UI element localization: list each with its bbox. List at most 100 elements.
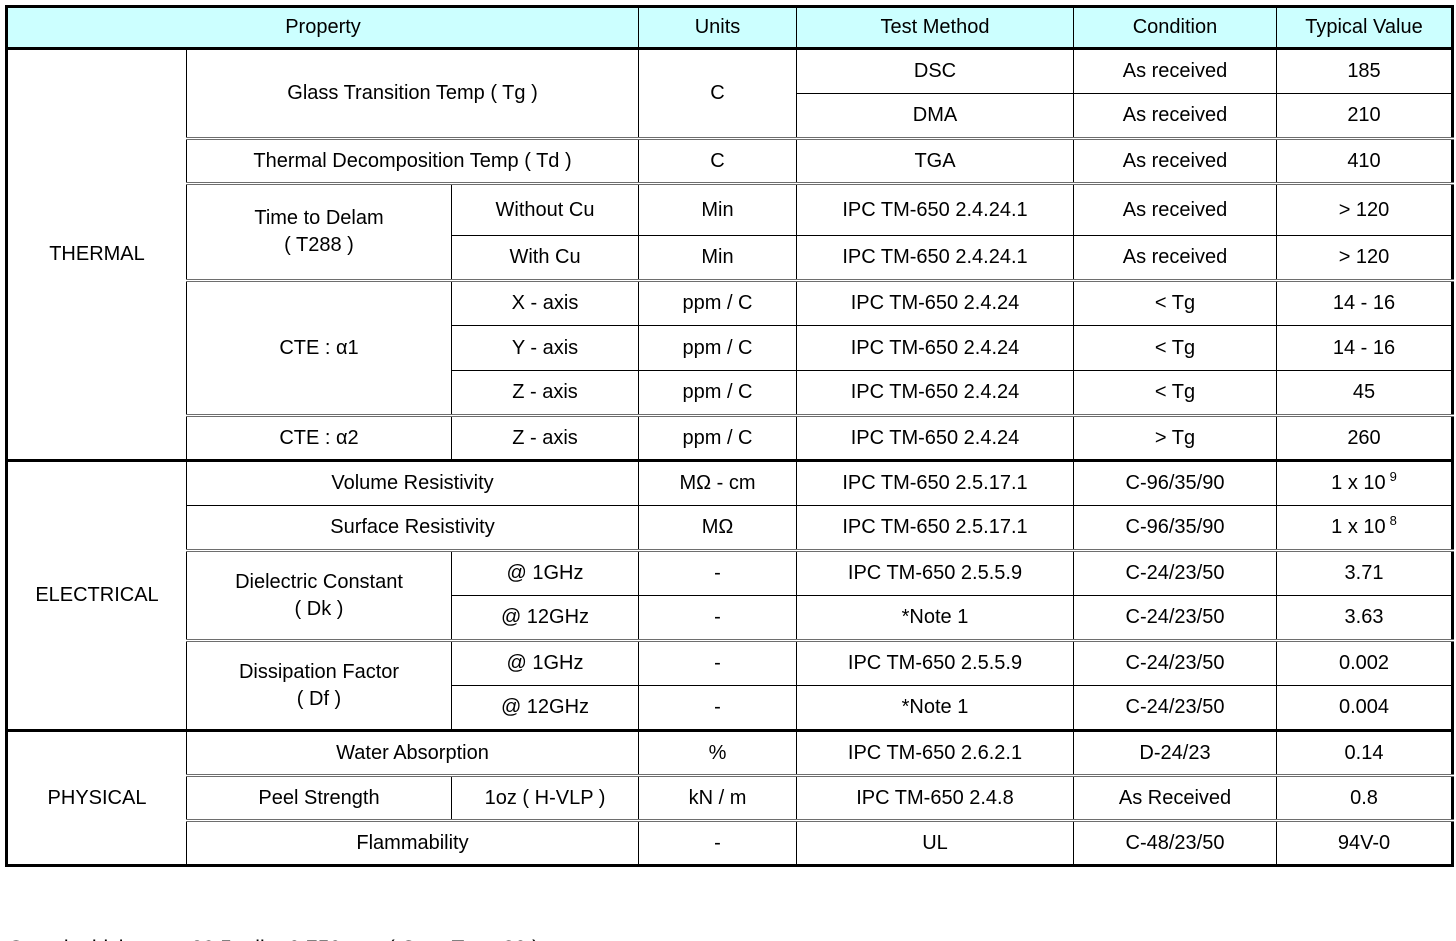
units-cell: ppm / C: [638, 370, 797, 416]
sub-cell: 1oz ( H-VLP ): [451, 774, 639, 821]
column-header: Property: [6, 6, 639, 50]
test-cell: IPC TM-650 2.4.24.1: [796, 235, 1074, 281]
units-cell: kN / m: [638, 774, 797, 821]
cond-cell: As received: [1073, 182, 1277, 236]
footnotes: Sample thickness : 29.5 mil = 0.750 mm (…: [9, 874, 541, 941]
test-cell: IPC TM-650 2.5.17.1: [796, 505, 1074, 551]
table-row: Dielectric Constant ( Dk ) @ 1GHz - IPC TM-…: [7, 549, 1453, 641]
table-row: Flammability - UL C-48/23/50 94V-0: [7, 819, 1453, 866]
prop-cell: Flammability: [186, 819, 639, 866]
test-cell: UL: [796, 819, 1074, 866]
table-row: Thermal Decomposition Temp ( Td ) C TGA As …: [7, 137, 1453, 184]
test-cell: IPC TM-650 2.4.8: [796, 774, 1074, 821]
exponent: 8: [1389, 513, 1397, 529]
group-cell: THERMAL: [6, 47, 187, 461]
group-cell: ELECTRICAL: [6, 459, 187, 731]
units-cell: -: [638, 549, 797, 596]
value-cell: 0.8: [1276, 774, 1453, 821]
value-cell: 45: [1276, 370, 1453, 416]
value-cell: 94V-0: [1276, 819, 1453, 866]
table-row: With Cu Min IPC TM-650 2.4.24.1 As received…: [7, 235, 1453, 281]
table-row: Time to Delam ( T288 ) Without Cu Min IPC T…: [7, 182, 1453, 281]
cond-cell: C-24/23/50: [1073, 549, 1277, 596]
prop-cell: Dielectric Constant ( Dk ): [186, 549, 452, 641]
test-cell: IPC TM-650 2.4.24: [796, 279, 1074, 326]
test-cell: IPC TM-650 2.6.2.1: [796, 729, 1074, 776]
units-cell: %: [638, 729, 797, 776]
sub-cell: @ 1GHz: [451, 639, 639, 686]
table-row: ELECTRICAL Volume Resistivity MΩ - cm IPC T…: [6, 459, 1453, 731]
column-header: Units: [638, 6, 797, 50]
units-cell: ppm / C: [638, 279, 797, 326]
test-cell: IPC TM-650 2.4.24: [796, 325, 1074, 371]
value-cell: 1 x 10 8: [1276, 505, 1453, 551]
group-cell: PHYSICAL: [6, 729, 187, 866]
cond-cell: As received: [1073, 235, 1277, 281]
cond-cell: As received: [1073, 47, 1277, 94]
prop-cell: CTE : α1: [186, 279, 452, 416]
value-cell: 260: [1276, 414, 1453, 461]
units-cell: -: [638, 639, 797, 686]
value-cell: > 120: [1276, 182, 1453, 236]
value-cell: 0.004: [1276, 685, 1453, 731]
value-cell: 14 - 16: [1276, 325, 1453, 371]
cond-cell: As received: [1073, 137, 1277, 184]
test-cell: *Note 1: [796, 685, 1074, 731]
test-cell: DMA: [796, 93, 1074, 139]
units-cell: MΩ: [638, 505, 797, 551]
prop-cell: Surface Resistivity: [186, 505, 639, 551]
table-row: @ 12GHz - *Note 1 C-24/23/50 0.004: [7, 685, 1453, 731]
prop-cell: CTE : α2: [186, 414, 452, 461]
units-cell: Min: [638, 182, 797, 236]
prop-cell: Volume Resistivity: [186, 459, 639, 506]
cond-cell: C-24/23/50: [1073, 595, 1277, 641]
table-row: Surface Resistivity MΩ IPC TM-650 2.5.17.1…: [7, 505, 1453, 551]
test-cell: IPC TM-650 2.5.5.9: [796, 639, 1074, 686]
cond-cell: < Tg: [1073, 325, 1277, 371]
table-body: THERMAL Glass Transition Temp ( Tg ) C DSC A…: [6, 47, 1453, 866]
cond-cell: C-24/23/50: [1073, 685, 1277, 731]
test-cell: IPC TM-650 2.4.24: [796, 370, 1074, 416]
test-cell: *Note 1: [796, 595, 1074, 641]
table-row: PHYSICAL Water Absorption% IPC TM-650 2.6.…: [6, 729, 1453, 866]
value-cell: 410: [1276, 137, 1453, 184]
column-header: Typical Value: [1276, 6, 1453, 50]
table-row: CTE : α2 Z - axis ppm / C IPC TM-650 2.4.24…: [7, 414, 1453, 461]
column-header: Condition: [1073, 6, 1277, 50]
value-cell: 0.14: [1276, 729, 1453, 776]
cond-cell: C-24/23/50: [1073, 639, 1277, 686]
value-cell: > 120: [1276, 235, 1453, 281]
units-cell: ppm / C: [638, 325, 797, 371]
table-row: @ 12GHz - *Note 1 C-24/23/50 3.63: [7, 595, 1453, 641]
column-header: Test Method: [796, 6, 1074, 50]
units-cell: ppm / C: [638, 414, 797, 461]
value-cell: 3.71: [1276, 549, 1453, 596]
table-row: DMA As received 210: [7, 93, 1453, 139]
test-cell: TGA: [796, 137, 1074, 184]
cond-cell: D-24/23: [1073, 729, 1277, 776]
sub-cell: X - axis: [451, 279, 639, 326]
table-row: Z - axis ppm / C IPC TM-650 2.4.24 < Tg 45: [7, 370, 1453, 416]
prop-cell: Dissipation Factor ( Df ): [186, 639, 452, 731]
footnote-sample-thickness: Sample thickness : 29.5 mil = 0.750 mm (…: [9, 934, 541, 941]
units-cell: C: [638, 47, 797, 139]
table-row: Peel Strength 1oz ( H-VLP ) kN / m IPC TM-6…: [7, 774, 1453, 821]
sub-cell: Z - axis: [451, 414, 639, 461]
test-cell: DSC: [796, 47, 1074, 94]
value-cell: 14 - 16: [1276, 279, 1453, 326]
table-row: THERMAL Glass Transition Temp ( Tg ) C DSC A…: [6, 47, 1453, 461]
exponent: 9: [1389, 469, 1397, 485]
sub-cell: Y - axis: [451, 325, 639, 371]
prop-cell: Time to Delam ( T288 ): [186, 182, 452, 281]
table-row: CTE : α1 X - axis ppm / C IPC TM-650 2.4.24…: [7, 279, 1453, 416]
value-cell: 1 x 10 9: [1276, 459, 1453, 506]
sub-cell: With Cu: [451, 235, 639, 281]
test-cell: IPC TM-650 2.5.17.1: [796, 459, 1074, 506]
sub-cell: @ 12GHz: [451, 595, 639, 641]
cond-cell: As Received: [1073, 774, 1277, 821]
value-cell: 210: [1276, 93, 1453, 139]
test-cell: IPC TM-650 2.4.24: [796, 414, 1074, 461]
units-cell: MΩ - cm: [638, 459, 797, 506]
prop-cell: Peel Strength: [186, 774, 452, 821]
